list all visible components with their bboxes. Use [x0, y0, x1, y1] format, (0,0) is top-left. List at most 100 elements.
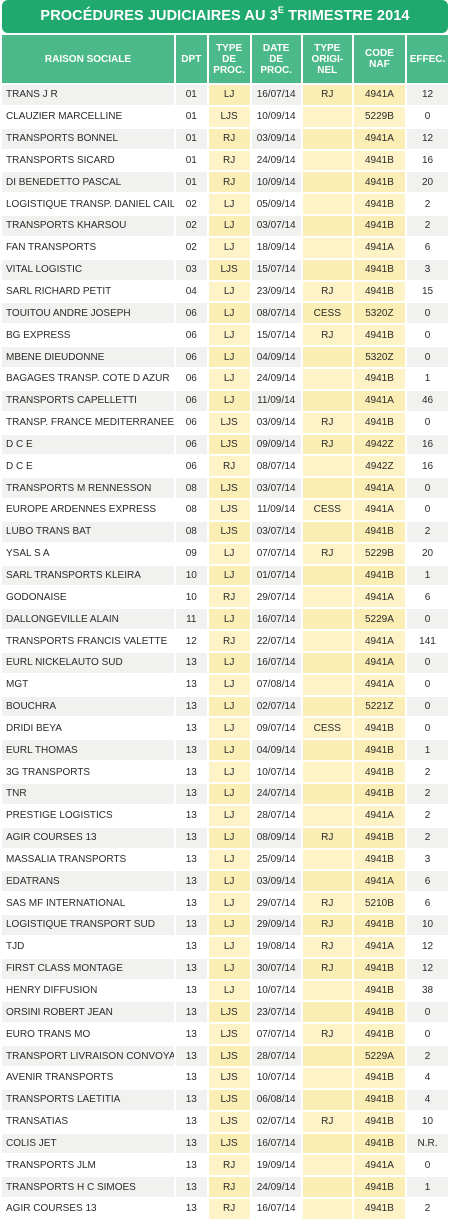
cell-raison-sociale: TRANS J R — [2, 85, 174, 105]
cell-dpt: 13 — [175, 1111, 207, 1132]
cell-type-originel — [302, 980, 352, 1001]
cell-code-naf: 4941B — [353, 915, 406, 935]
cell-raison-sociale: AVENIR TRANSPORTS — [2, 1067, 174, 1088]
cell-type-proc: LJS — [208, 259, 250, 280]
table-row: LOGISTIQUE TRANSP. DANIEL CAILLE 02 LJ 05/0… — [2, 194, 448, 215]
cell-type-originel — [302, 172, 352, 193]
cell-effectif: 0 — [407, 412, 448, 433]
cell-code-naf: 4941B — [353, 827, 406, 848]
cell-effectif: 15 — [407, 281, 448, 302]
table-row: EURL THOMAS 13 LJ 04/09/14 4941B 1 — [2, 740, 448, 761]
table-row: EUROPE ARDENNES EXPRESS 08 LJS 11/09/14 CESS… — [2, 500, 448, 520]
cell-dpt: 08 — [175, 478, 207, 499]
cell-dpt: 02 — [175, 237, 207, 258]
cell-type-proc: LJ — [208, 936, 250, 957]
cell-code-naf: 4942Z — [353, 456, 406, 477]
cell-date-proc: 24/07/14 — [251, 784, 301, 804]
cell-effectif: 12 — [407, 958, 448, 979]
cell-type-originel: RJ — [302, 936, 352, 957]
cell-effectif: N.R. — [407, 1133, 448, 1154]
cell-effectif: 0 — [407, 696, 448, 717]
cell-type-originel: RJ — [302, 1024, 352, 1045]
cell-code-naf: 4941B — [353, 325, 406, 346]
cell-dpt: 01 — [175, 85, 207, 105]
table-row: VITAL LOGISTIC 03 LJS 15/07/14 4941B 3 — [2, 259, 448, 280]
cell-effectif: 0 — [407, 652, 448, 673]
cell-type-originel: RJ — [302, 412, 352, 433]
cell-dpt: 13 — [175, 980, 207, 1001]
cell-raison-sociale: TRANSPORTS CAPELLETTI — [2, 390, 174, 411]
cell-date-proc: 10/07/14 — [251, 1067, 301, 1088]
cell-type-proc: LJ — [208, 740, 250, 761]
cell-code-naf: 4941B — [353, 849, 406, 870]
cell-type-originel — [302, 631, 352, 651]
cell-dpt: 03 — [175, 259, 207, 280]
cell-raison-sociale: DRIDI BEYA — [2, 718, 174, 739]
cell-type-originel: RJ — [302, 281, 352, 302]
cell-raison-sociale: SARL RICHARD PETIT — [2, 281, 174, 302]
cell-code-naf: 4941B — [353, 718, 406, 739]
table-row: TRANSPORTS LAETITIA 13 LJS 06/08/14 4941B 4 — [2, 1089, 448, 1110]
cell-date-proc: 02/07/14 — [251, 1111, 301, 1132]
cell-raison-sociale: TRANSPORTS SICARD — [2, 150, 174, 171]
cell-code-naf: 4941B — [353, 1177, 406, 1198]
cell-date-proc: 03/07/14 — [251, 521, 301, 542]
cell-type-proc: LJ — [208, 915, 250, 935]
cell-dpt: 01 — [175, 150, 207, 171]
cell-raison-sociale: VITAL LOGISTIC — [2, 259, 174, 280]
cell-type-originel — [302, 259, 352, 280]
cell-type-originel: RJ — [302, 543, 352, 564]
cell-code-naf: 4941A — [353, 390, 406, 411]
cell-dpt: 06 — [175, 456, 207, 477]
cell-type-originel: RJ — [302, 85, 352, 105]
cell-raison-sociale: EURO TRANS MO — [2, 1024, 174, 1045]
cell-effectif: 0 — [407, 1002, 448, 1023]
table-row: TRANSPORTS FRANCIS VALETTE 12 RJ 22/07/14 49… — [2, 631, 448, 651]
header-type-proc: TYPE DE PROC. — [208, 35, 250, 83]
table-row: D C E 06 LJS 09/09/14 RJ 4942Z 16 — [2, 434, 448, 455]
table-row: BOUCHRA 13 LJ 02/07/14 5221Z 0 — [2, 696, 448, 717]
cell-date-proc: 24/09/14 — [251, 368, 301, 389]
cell-code-naf: 4941B — [353, 521, 406, 542]
cell-type-originel — [302, 1002, 352, 1023]
cell-dpt: 13 — [175, 652, 207, 673]
cell-type-proc: LJS — [208, 434, 250, 455]
cell-type-originel — [302, 390, 352, 411]
cell-raison-sociale: EURL THOMAS — [2, 740, 174, 761]
cell-raison-sociale: BOUCHRA — [2, 696, 174, 717]
table-row: MGT 13 LJ 07/08/14 4941A 0 — [2, 674, 448, 695]
cell-dpt: 13 — [175, 674, 207, 695]
cell-date-proc: 06/08/14 — [251, 1089, 301, 1110]
cell-raison-sociale: TJD — [2, 936, 174, 957]
cell-type-originel: CESS — [302, 500, 352, 520]
title-main: PROCÉDURES JUDICIAIRES AU 3 — [40, 8, 278, 24]
table-row: DALLONGEVILLE ALAIN 11 LJ 16/07/14 5229A 0 — [2, 609, 448, 630]
cell-type-proc: LJS — [208, 1111, 250, 1132]
cell-raison-sociale: TRANSPORTS M RENNESSON — [2, 478, 174, 499]
cell-type-proc: RJ — [208, 456, 250, 477]
cell-effectif: 6 — [407, 587, 448, 608]
cell-type-originel — [302, 740, 352, 761]
header-code-naf: CODE NAF — [353, 35, 406, 83]
cell-type-originel: RJ — [302, 1111, 352, 1132]
cell-effectif: 1 — [407, 565, 448, 586]
cell-raison-sociale: TRANSPORTS FRANCIS VALETTE — [2, 631, 174, 651]
cell-code-naf: 4941B — [353, 1111, 406, 1132]
cell-date-proc: 03/07/14 — [251, 478, 301, 499]
cell-effectif: 20 — [407, 543, 448, 564]
cell-effectif: 0 — [407, 303, 448, 324]
cell-date-proc: 24/09/14 — [251, 150, 301, 171]
cell-type-proc: LJS — [208, 1024, 250, 1045]
cell-raison-sociale: TRANSPORTS JLM — [2, 1155, 174, 1176]
cell-code-naf: 4941A — [353, 237, 406, 258]
cell-type-proc: LJS — [208, 412, 250, 433]
cell-dpt: 06 — [175, 368, 207, 389]
cell-code-naf: 5320Z — [353, 303, 406, 324]
table-row: DRIDI BEYA 13 LJ 09/07/14 CESS 4941B 0 — [2, 718, 448, 739]
cell-type-originel — [302, 805, 352, 826]
cell-date-proc: 11/09/14 — [251, 390, 301, 411]
cell-dpt: 13 — [175, 871, 207, 892]
cell-dpt: 02 — [175, 216, 207, 236]
cell-date-proc: 10/09/14 — [251, 172, 301, 193]
cell-date-proc: 30/07/14 — [251, 958, 301, 979]
